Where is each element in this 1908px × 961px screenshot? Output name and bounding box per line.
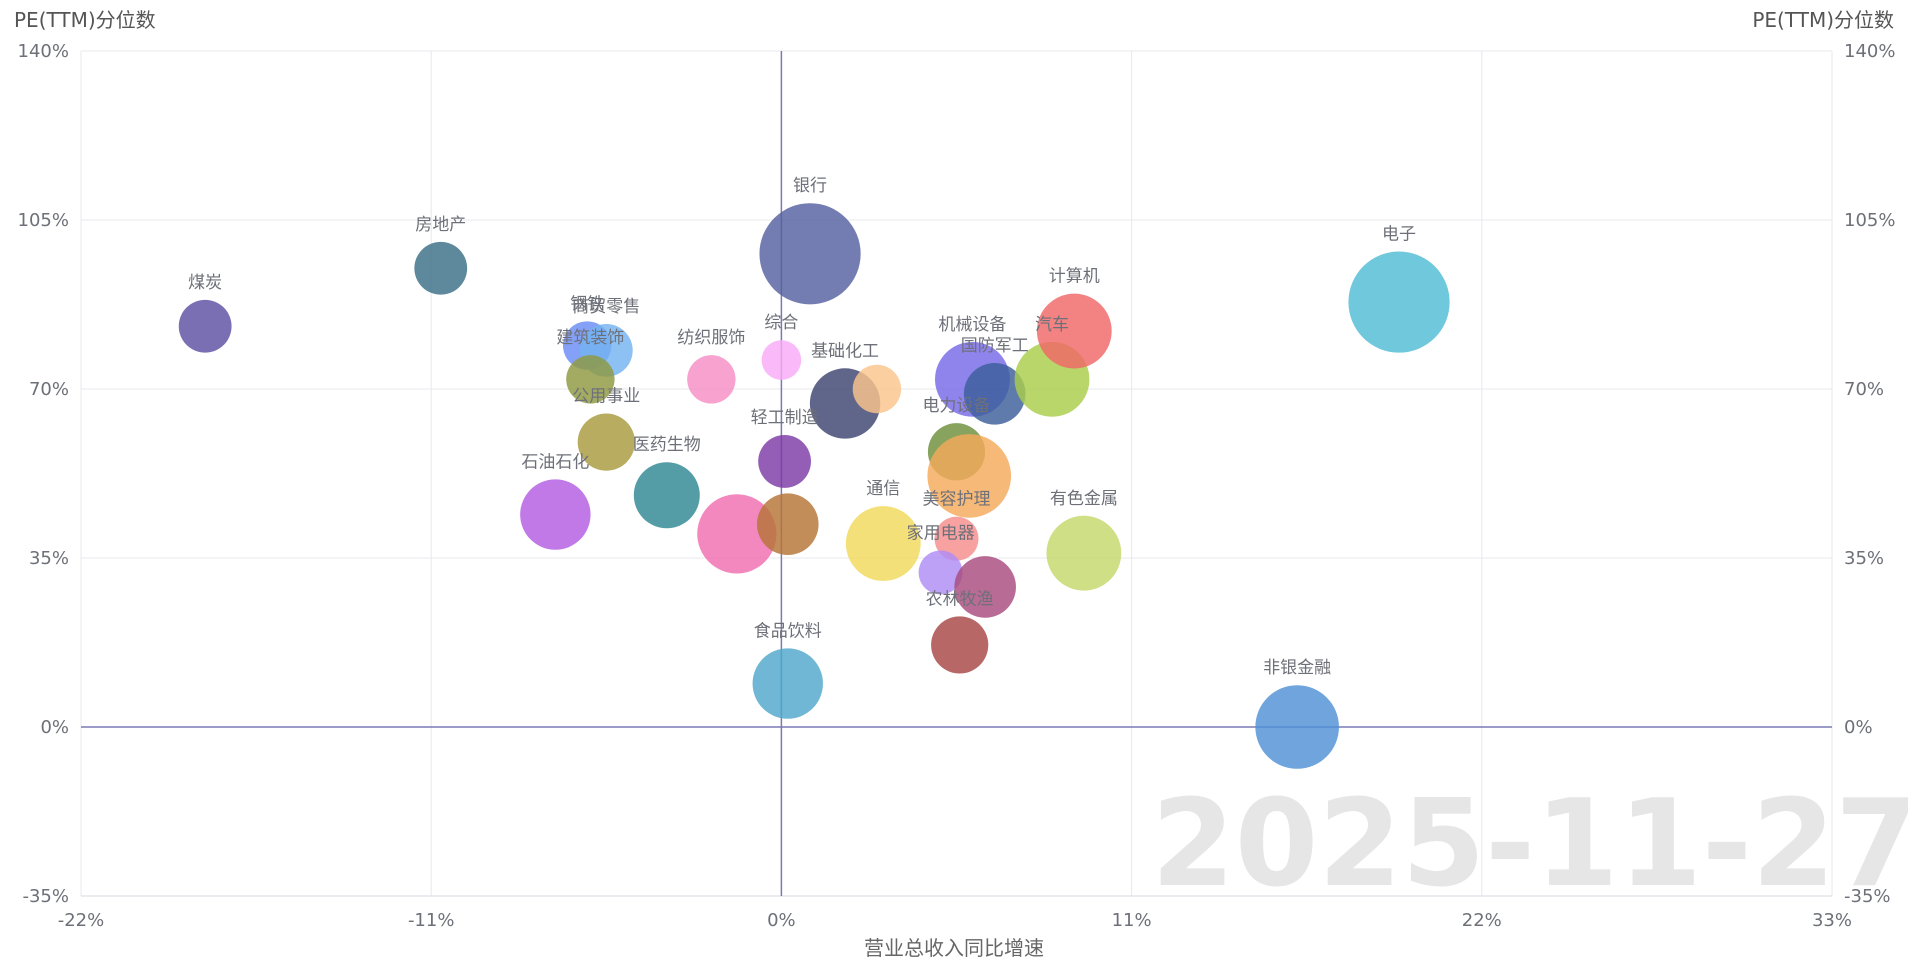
bubble-label-银行: 银行: [793, 176, 827, 196]
bubble-医药生物-3[interactable]: [756, 493, 819, 555]
bubble-计算机[interactable]: [1036, 293, 1112, 369]
bubble-农林牧渔[interactable]: [931, 616, 989, 674]
x-tick-label: 33%: [1812, 910, 1852, 931]
y-tick-label-right: 105%: [1844, 210, 1895, 231]
bubble-房地产[interactable]: [414, 241, 468, 295]
bubble-label-纺织服饰: 纺织服饰: [677, 328, 745, 348]
y-tick-label-left: 105%: [18, 210, 69, 231]
bubble-label-电力设备: 电力设备: [923, 396, 991, 416]
bubble-label-轻工制造: 轻工制造: [751, 408, 819, 428]
date-watermark: 2025-11-27: [1151, 775, 1908, 914]
bubble-label-电子: 电子: [1382, 224, 1416, 244]
x-tick-label: 11%: [1112, 910, 1152, 931]
y-axis-title-right: PE(TTM)分位数: [1752, 8, 1894, 32]
y-tick-label-right: -35%: [1844, 886, 1891, 907]
y-tick-label-left: 35%: [29, 548, 69, 569]
bubble-医药生物-2[interactable]: [697, 494, 777, 574]
bubble-label-汽车: 汽车: [1035, 315, 1069, 335]
bubble-label-公用事业: 公用事业: [572, 387, 640, 407]
bubble-label-食品饮料: 食品饮料: [754, 621, 822, 641]
bubble-label-医药生物: 医药生物: [633, 435, 701, 455]
bubble-国防军工[interactable]: [963, 363, 1026, 425]
bubble-label-基础化工: 基础化工: [811, 341, 879, 361]
x-axis-title: 营业总收入同比增速: [864, 936, 1044, 960]
bubble-label-煤炭: 煤炭: [188, 273, 222, 293]
bubble-家用电器[interactable]: [918, 550, 963, 595]
bubble-label-有色金属: 有色金属: [1050, 489, 1118, 509]
bubble-label-房地产: 房地产: [415, 215, 466, 235]
date-watermark-layer: 2025-11-27: [1151, 775, 1908, 914]
bubble-银行[interactable]: [759, 203, 861, 305]
bubble-label-非银金融: 非银金融: [1263, 658, 1331, 678]
y-axis-title-left: PE(TTM)分位数: [14, 8, 156, 32]
bubble-综合[interactable]: [761, 340, 802, 380]
y-tick-label-right: 35%: [1844, 548, 1884, 569]
bubble-label-综合: 综合: [764, 313, 798, 333]
bubble-食品饮料[interactable]: [752, 648, 823, 719]
y-tick-label-right: 70%: [1844, 379, 1884, 400]
bubble-公用事业[interactable]: [577, 413, 635, 471]
bubble-label-家用电器: 家用电器: [907, 523, 975, 543]
bubble-有色金属[interactable]: [1046, 515, 1122, 591]
bubble-基础化工-2[interactable]: [852, 364, 902, 414]
bubble-电子[interactable]: [1348, 251, 1450, 353]
x-tick-label: 22%: [1462, 910, 1502, 931]
bubble-建筑装饰[interactable]: [566, 355, 615, 404]
bubble-label-通信: 通信: [866, 479, 900, 499]
bubble-家用电器-2[interactable]: [954, 556, 1016, 618]
x-tick-label: -11%: [408, 910, 455, 931]
x-tick-label: -22%: [58, 910, 105, 931]
bubble-电力设备-2[interactable]: [927, 434, 1012, 518]
y-tick-label-right: 0%: [1844, 717, 1873, 738]
bubble-通信[interactable]: [845, 506, 921, 581]
bubble-label-建筑装饰: 建筑装饰: [556, 328, 624, 348]
bubble-label-机械设备: 机械设备: [938, 315, 1006, 335]
bubble-label-农林牧渔: 农林牧渔: [926, 589, 994, 609]
y-tick-label-right: 140%: [1844, 41, 1895, 62]
bubbles: [178, 203, 1450, 769]
y-tick-label-left: 140%: [18, 41, 69, 62]
y-tick-label-left: -35%: [22, 886, 69, 907]
bubble-label-国防军工: 国防军工: [961, 336, 1029, 356]
y-tick-label-left: 70%: [29, 379, 69, 400]
bubble-美容护理[interactable]: [934, 516, 979, 561]
bubble-label-石油石化: 石油石化: [521, 452, 589, 472]
bubble-轻工制造[interactable]: [758, 435, 811, 488]
bubble-石油石化[interactable]: [520, 479, 591, 550]
bubble-纺织服饰[interactable]: [687, 355, 736, 404]
x-tick-label: 0%: [767, 910, 796, 931]
bubble-label-美容护理: 美容护理: [923, 490, 991, 510]
bubble-label-商贸零售: 商贸零售: [572, 297, 640, 317]
y-tick-label-left: 0%: [40, 717, 69, 738]
bubble-非银金融[interactable]: [1255, 685, 1339, 769]
bubble-label-计算机: 计算机: [1049, 267, 1100, 287]
bubble-label-钢铁: 钢铁: [570, 294, 604, 314]
bubble-煤炭[interactable]: [178, 299, 232, 353]
bubble-医药生物[interactable]: [633, 462, 700, 529]
axis-ticks: -22% -11% 0% 11% 22% 33% 140% 140% 105% 105% 70% 70…: [18, 41, 1896, 931]
